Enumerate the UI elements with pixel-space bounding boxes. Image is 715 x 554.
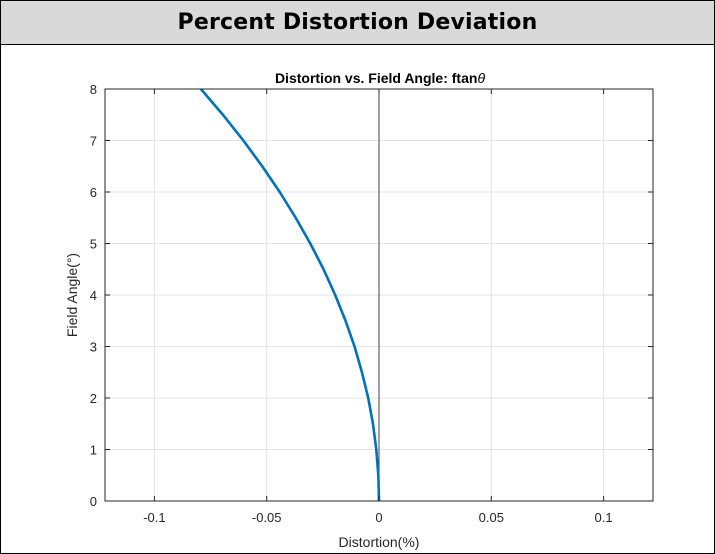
x-tick-label: -0.05 [252,510,282,525]
distortion-chart: Distortion vs. Field Angle: ftanθ -0.1 -0… [64,70,654,550]
y-axis-label: Field Angle(°) [64,253,80,337]
y-tick-label: 6 [90,185,97,200]
y-tick-label: 2 [90,391,97,406]
y-tick-label: 4 [90,288,97,303]
series-line [199,89,381,501]
page-title: Percent Distortion Deviation [177,10,538,35]
x-tick-label: 0.05 [479,510,504,525]
y-tick-label: 3 [90,340,97,355]
x-tick-label: 0 [375,510,382,525]
data-series [199,89,381,501]
y-tick-label: 1 [90,443,97,458]
tick-labels: -0.1 -0.05 0 0.05 0.1 0 1 2 3 4 5 6 7 8 [90,82,613,525]
y-tick-label: 0 [90,494,97,509]
x-axis-label: Distortion(%) [339,534,420,550]
chart-title: Distortion vs. Field Angle: ftanθ [275,70,486,86]
y-tick-label: 8 [90,82,97,97]
tick-marks [105,88,653,502]
header-bar: Percent Distortion Deviation [1,1,714,45]
x-tick-label: 0.1 [595,510,613,525]
x-tick-label: -0.1 [143,510,165,525]
y-tick-label: 7 [90,134,97,149]
y-tick-label: 5 [90,237,97,252]
